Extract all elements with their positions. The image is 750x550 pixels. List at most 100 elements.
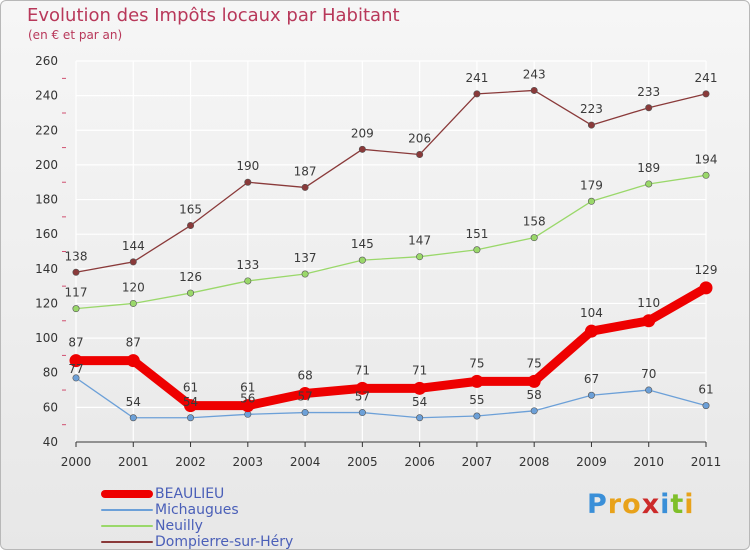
y-tick-label: 220 xyxy=(35,123,58,137)
data-point xyxy=(527,374,541,388)
logo-letter: r xyxy=(607,489,623,520)
data-point xyxy=(72,305,80,313)
data-label: 70 xyxy=(641,367,656,381)
data-label: 61 xyxy=(698,383,713,397)
data-point xyxy=(416,253,424,261)
legend-label: Neuilly xyxy=(155,518,203,534)
legend-item-michaugues: Michaugues xyxy=(101,502,361,519)
legend-swatch xyxy=(101,525,153,527)
data-point xyxy=(530,86,538,94)
data-label: 54 xyxy=(126,395,141,409)
axis-layer: 40 60 80 100 120 140 160 180 200 220 240 260 2000 200… xyxy=(35,54,721,469)
data-label: 138 xyxy=(65,249,88,263)
data-point xyxy=(587,121,595,129)
series-line-beaulieu xyxy=(71,283,711,411)
data-point xyxy=(301,270,309,278)
y-tick-label: 120 xyxy=(35,296,58,310)
data-label: 75 xyxy=(469,356,484,370)
x-tick-label: 2000 xyxy=(61,455,92,469)
data-label: 56 xyxy=(240,391,255,405)
data-point xyxy=(473,412,481,420)
data-point xyxy=(298,387,312,401)
legend-swatch xyxy=(101,509,153,511)
data-label: 165 xyxy=(179,203,202,217)
x-tick-label: 2003 xyxy=(233,455,264,469)
y-tick-label: 200 xyxy=(35,158,58,172)
data-label: 243 xyxy=(523,67,546,81)
data-point xyxy=(358,145,366,153)
data-label: 233 xyxy=(637,85,660,99)
series-line-michaugues xyxy=(75,377,707,419)
legend: BEAULIEU Michaugues Neuilly Dompierre-su… xyxy=(101,486,361,550)
data-label: 58 xyxy=(527,388,542,402)
data-label: 145 xyxy=(351,237,374,251)
data-point xyxy=(699,281,713,295)
data-label: 223 xyxy=(580,102,603,116)
data-point xyxy=(470,374,484,388)
y-tick-label: 140 xyxy=(35,262,58,276)
data-point xyxy=(244,178,252,186)
data-label: 104 xyxy=(580,306,603,320)
data-label: 190 xyxy=(236,159,259,173)
data-label: 187 xyxy=(294,164,317,178)
legend-item-dompierre: Dompierre-sur-Héry xyxy=(101,534,361,550)
data-label: 209 xyxy=(351,126,374,140)
x-tick-label: 2004 xyxy=(290,455,321,469)
y-tick-label: 240 xyxy=(35,89,58,103)
legend-item-neuilly: Neuilly xyxy=(101,518,361,535)
data-point xyxy=(413,381,427,395)
data-point xyxy=(702,402,710,410)
data-point xyxy=(355,381,369,395)
data-label: 151 xyxy=(465,227,488,241)
data-label: 126 xyxy=(179,270,202,284)
x-tick-label: 2011 xyxy=(691,455,722,469)
series-line-dompierre-sur-h-ry xyxy=(75,89,707,273)
data-point xyxy=(126,354,140,368)
logo-letter: o xyxy=(622,489,642,520)
data-point xyxy=(584,324,598,338)
legend-swatch xyxy=(101,541,153,543)
data-label: 57 xyxy=(297,390,312,404)
data-point xyxy=(301,183,309,191)
data-label: 129 xyxy=(695,263,718,277)
data-label: 158 xyxy=(523,215,546,229)
logo-letter: i xyxy=(660,489,671,520)
data-point xyxy=(129,258,137,266)
logo-letter: P xyxy=(587,489,608,520)
data-point xyxy=(645,104,653,112)
legend-label: BEAULIEU xyxy=(155,486,225,502)
data-label: 54 xyxy=(183,395,198,409)
chart-title: Evolution des Impôts locaux par Habitant xyxy=(27,5,400,26)
legend-item-beaulieu: BEAULIEU xyxy=(101,486,361,503)
data-label: 87 xyxy=(126,336,141,350)
legend-label: Michaugues xyxy=(155,502,239,518)
data-label: 67 xyxy=(584,372,599,386)
data-point xyxy=(358,409,366,417)
data-point xyxy=(187,414,195,422)
data-label: 133 xyxy=(236,258,259,272)
legend-swatch xyxy=(101,490,153,498)
legend-label: Dompierre-sur-Héry xyxy=(155,534,294,550)
data-label: 71 xyxy=(412,363,427,377)
data-point xyxy=(184,399,198,413)
y-tick-label: 60 xyxy=(43,400,58,414)
data-point xyxy=(129,414,137,422)
data-point xyxy=(129,299,137,307)
x-tick-label: 2005 xyxy=(347,455,378,469)
data-label: 71 xyxy=(355,363,370,377)
data-label: 189 xyxy=(637,161,660,175)
data-label: 61 xyxy=(183,381,198,395)
data-label: 75 xyxy=(527,356,542,370)
y-tick-label: 80 xyxy=(43,366,58,380)
data-label: 117 xyxy=(65,286,88,300)
data-point xyxy=(530,407,538,415)
data-point xyxy=(187,222,195,230)
data-point xyxy=(702,90,710,98)
data-label-layer: 87 87 61 61 68 71 71 75 75 104 110 129 77 54 54 56 57 57 5… xyxy=(65,67,718,408)
y-tick-label: 40 xyxy=(43,435,58,449)
data-label: 194 xyxy=(695,152,718,166)
y-tick-label: 180 xyxy=(35,193,58,207)
data-point xyxy=(416,414,424,422)
data-point xyxy=(69,354,83,368)
